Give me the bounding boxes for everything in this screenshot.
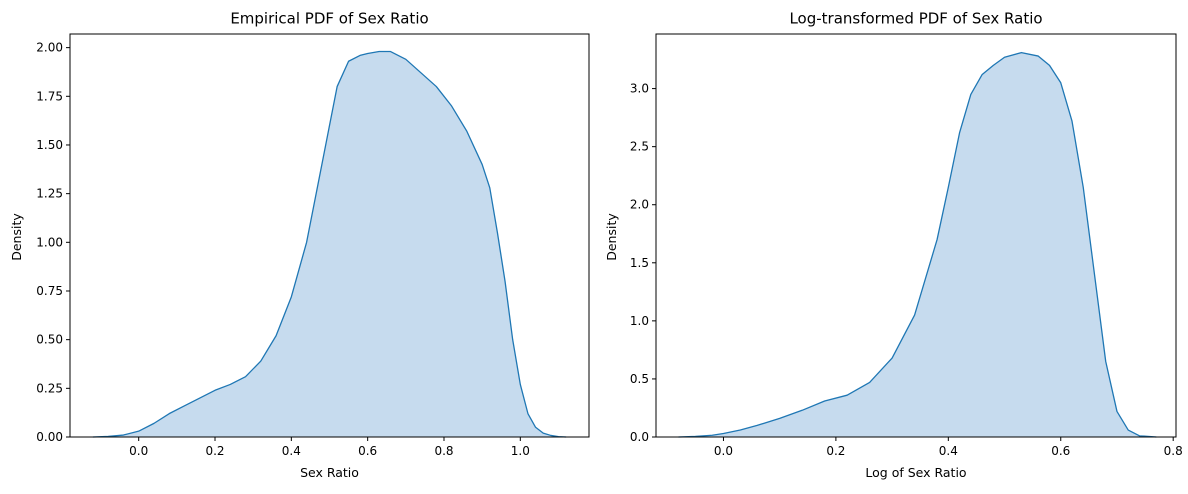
- right-x-tick-label: 0.2: [826, 444, 845, 458]
- left-y-tick-label: 0.25: [36, 381, 63, 395]
- left-y-tick-label: 2.00: [36, 41, 63, 55]
- right-y-tick-label: 0.5: [630, 372, 649, 386]
- left-x-tick-label: 0.0: [129, 444, 148, 458]
- left-chart-title: Empirical PDF of Sex Ratio: [230, 10, 428, 28]
- left-x-tick-label: 0.6: [358, 444, 377, 458]
- right-x-tick-label: 0.4: [939, 444, 958, 458]
- left-axes-frame: [69, 33, 590, 438]
- right-axes-frame: [655, 33, 1177, 438]
- left-density-line: [92, 50, 567, 438]
- right-density-line: [678, 51, 1157, 438]
- left-y-tick-label: 1.50: [36, 138, 63, 152]
- left-density-fill: [92, 51, 567, 438]
- left-x-tick-label: 0.4: [282, 444, 301, 458]
- right-y-axis-label: Density: [604, 213, 619, 261]
- right-x-tick-label: 0.0: [714, 444, 733, 458]
- right-y-tick-label: 3.0: [630, 82, 649, 96]
- left-x-tick-label: 0.8: [434, 444, 453, 458]
- left-y-tick-label: 1.00: [36, 235, 63, 249]
- right-chart-title: Log-transformed PDF of Sex Ratio: [789, 10, 1042, 28]
- left-x-axis-label: Sex Ratio: [300, 465, 359, 480]
- left-y-axis-label: Density: [9, 213, 24, 261]
- left-chart-panel: Empirical PDF of Sex Ratio Sex Ratio Den…: [9, 10, 590, 480]
- left-y-tick-label: 1.75: [36, 89, 63, 103]
- left-x-tick-label: 1.0: [511, 444, 530, 458]
- left-x-tick-label: 0.2: [205, 444, 224, 458]
- right-x-tick-label: 0.8: [1164, 444, 1183, 458]
- left-y-tick-label: 1.25: [36, 187, 63, 201]
- right-y-tick-label: 1.0: [630, 314, 649, 328]
- right-x-tick-label: 0.6: [1051, 444, 1070, 458]
- left-y-tick-label: 0.00: [36, 430, 63, 444]
- right-y-tick-label: 2.5: [630, 140, 649, 154]
- right-y-tick-label: 0.0: [630, 430, 649, 444]
- left-y-tick-label: 0.75: [36, 284, 63, 298]
- right-density-fill: [678, 52, 1157, 437]
- left-y-tick-label: 0.50: [36, 333, 63, 347]
- right-x-axis-label: Log of Sex Ratio: [865, 465, 966, 480]
- right-y-tick-label: 1.5: [630, 256, 649, 270]
- right-chart-panel: Log-transformed PDF of Sex Ratio Log of …: [604, 10, 1183, 481]
- right-y-tick-label: 2.0: [630, 198, 649, 212]
